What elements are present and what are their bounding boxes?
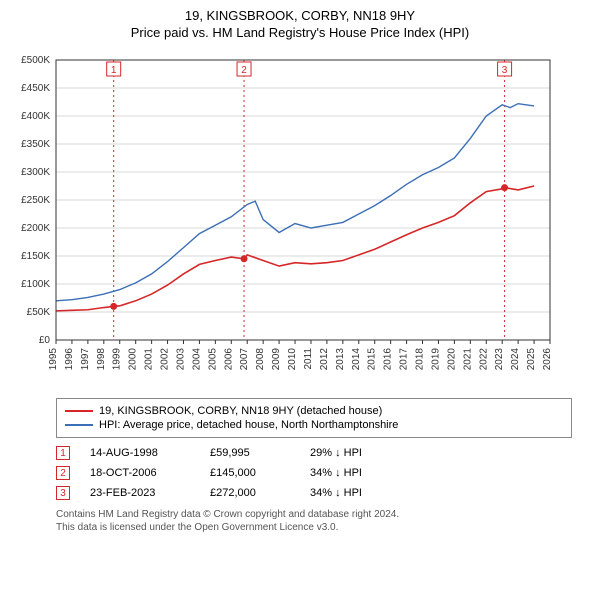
svg-text:£450K: £450K xyxy=(21,83,50,94)
svg-text:£350K: £350K xyxy=(21,139,50,150)
svg-text:2006: 2006 xyxy=(223,348,234,371)
svg-text:1996: 1996 xyxy=(64,348,75,371)
svg-text:2020: 2020 xyxy=(446,348,457,371)
legend-item-hpi: HPI: Average price, detached house, Nort… xyxy=(65,419,563,431)
svg-text:2022: 2022 xyxy=(478,348,489,371)
svg-text:2021: 2021 xyxy=(462,348,473,371)
svg-text:2025: 2025 xyxy=(526,348,537,371)
sale-event-date: 14-AUG-1998 xyxy=(90,447,190,459)
svg-text:1995: 1995 xyxy=(48,348,59,371)
svg-text:2026: 2026 xyxy=(542,348,553,371)
svg-text:2017: 2017 xyxy=(399,348,410,371)
legend-swatch-price-paid xyxy=(65,410,93,412)
sale-event-price: £59,995 xyxy=(210,447,290,459)
data-attribution: Contains HM Land Registry data © Crown c… xyxy=(56,508,572,534)
svg-text:£150K: £150K xyxy=(21,251,50,262)
svg-text:2013: 2013 xyxy=(335,348,346,371)
chart-subtitle: Price paid vs. HM Land Registry's House … xyxy=(8,25,592,40)
svg-text:£300K: £300K xyxy=(21,167,50,178)
chart-title: 19, KINGSBROOK, CORBY, NN18 9HY xyxy=(8,8,592,23)
svg-text:£100K: £100K xyxy=(21,279,50,290)
sale-event-diff: 29% ↓ HPI xyxy=(310,447,362,459)
sale-event-date: 23-FEB-2023 xyxy=(90,487,190,499)
svg-text:2019: 2019 xyxy=(430,348,441,371)
svg-text:2003: 2003 xyxy=(175,348,186,371)
svg-text:1: 1 xyxy=(111,65,117,76)
svg-text:£50K: £50K xyxy=(27,307,51,318)
legend-swatch-hpi xyxy=(65,424,93,426)
legend-label-hpi: HPI: Average price, detached house, Nort… xyxy=(99,419,398,431)
svg-text:2018: 2018 xyxy=(415,348,426,371)
sale-event-marker: 1 xyxy=(56,446,70,460)
svg-text:2011: 2011 xyxy=(303,348,314,370)
sale-events: 1 14-AUG-1998 £59,995 29% ↓ HPI 2 18-OCT-2006… xyxy=(56,446,572,500)
svg-text:2007: 2007 xyxy=(239,348,250,371)
sale-event-marker: 2 xyxy=(56,466,70,480)
sale-event-row: 3 23-FEB-2023 £272,000 34% ↓ HPI xyxy=(56,486,572,500)
svg-text:2005: 2005 xyxy=(207,348,218,371)
legend-item-price-paid: 19, KINGSBROOK, CORBY, NN18 9HY (detache… xyxy=(65,405,563,417)
sale-event-diff: 34% ↓ HPI xyxy=(310,487,362,499)
sale-event-price: £145,000 xyxy=(210,467,290,479)
svg-text:2001: 2001 xyxy=(144,348,155,371)
svg-text:£500K: £500K xyxy=(21,55,50,66)
svg-text:2008: 2008 xyxy=(255,348,266,371)
svg-text:2009: 2009 xyxy=(271,348,282,371)
svg-text:2024: 2024 xyxy=(510,348,521,371)
sale-event-row: 2 18-OCT-2006 £145,000 34% ↓ HPI xyxy=(56,466,572,480)
sale-event-price: £272,000 xyxy=(210,487,290,499)
svg-text:2023: 2023 xyxy=(494,348,505,371)
svg-text:£400K: £400K xyxy=(21,111,50,122)
svg-text:2015: 2015 xyxy=(367,348,378,371)
legend-label-price-paid: 19, KINGSBROOK, CORBY, NN18 9HY (detache… xyxy=(99,405,382,417)
svg-text:2012: 2012 xyxy=(319,348,330,371)
svg-text:1997: 1997 xyxy=(80,348,91,371)
chart-area: £0 £50K £100K £150K £200K £250K £300K £350K £400… xyxy=(8,50,592,390)
svg-text:1998: 1998 xyxy=(96,348,107,371)
svg-text:£250K: £250K xyxy=(21,195,50,206)
attribution-line-1: Contains HM Land Registry data © Crown c… xyxy=(56,508,572,521)
svg-text:1999: 1999 xyxy=(112,348,123,371)
svg-text:2002: 2002 xyxy=(160,348,171,371)
sale-event-diff: 34% ↓ HPI xyxy=(310,467,362,479)
svg-text:2010: 2010 xyxy=(287,348,298,371)
sale-event-date: 18-OCT-2006 xyxy=(90,467,190,479)
svg-text:2000: 2000 xyxy=(128,348,139,371)
svg-text:2016: 2016 xyxy=(383,348,394,371)
sale-event-row: 1 14-AUG-1998 £59,995 29% ↓ HPI xyxy=(56,446,572,460)
legend: 19, KINGSBROOK, CORBY, NN18 9HY (detache… xyxy=(56,398,572,438)
svg-text:2014: 2014 xyxy=(351,348,362,371)
sale-event-marker: 3 xyxy=(56,486,70,500)
svg-text:2004: 2004 xyxy=(191,348,202,371)
price-chart: £0 £50K £100K £150K £200K £250K £300K £350K £400… xyxy=(8,50,568,390)
svg-text:£0: £0 xyxy=(39,335,51,346)
svg-text:2: 2 xyxy=(241,65,247,76)
svg-text:3: 3 xyxy=(502,65,508,76)
attribution-line-2: This data is licensed under the Open Gov… xyxy=(56,521,572,534)
svg-text:£200K: £200K xyxy=(21,223,50,234)
